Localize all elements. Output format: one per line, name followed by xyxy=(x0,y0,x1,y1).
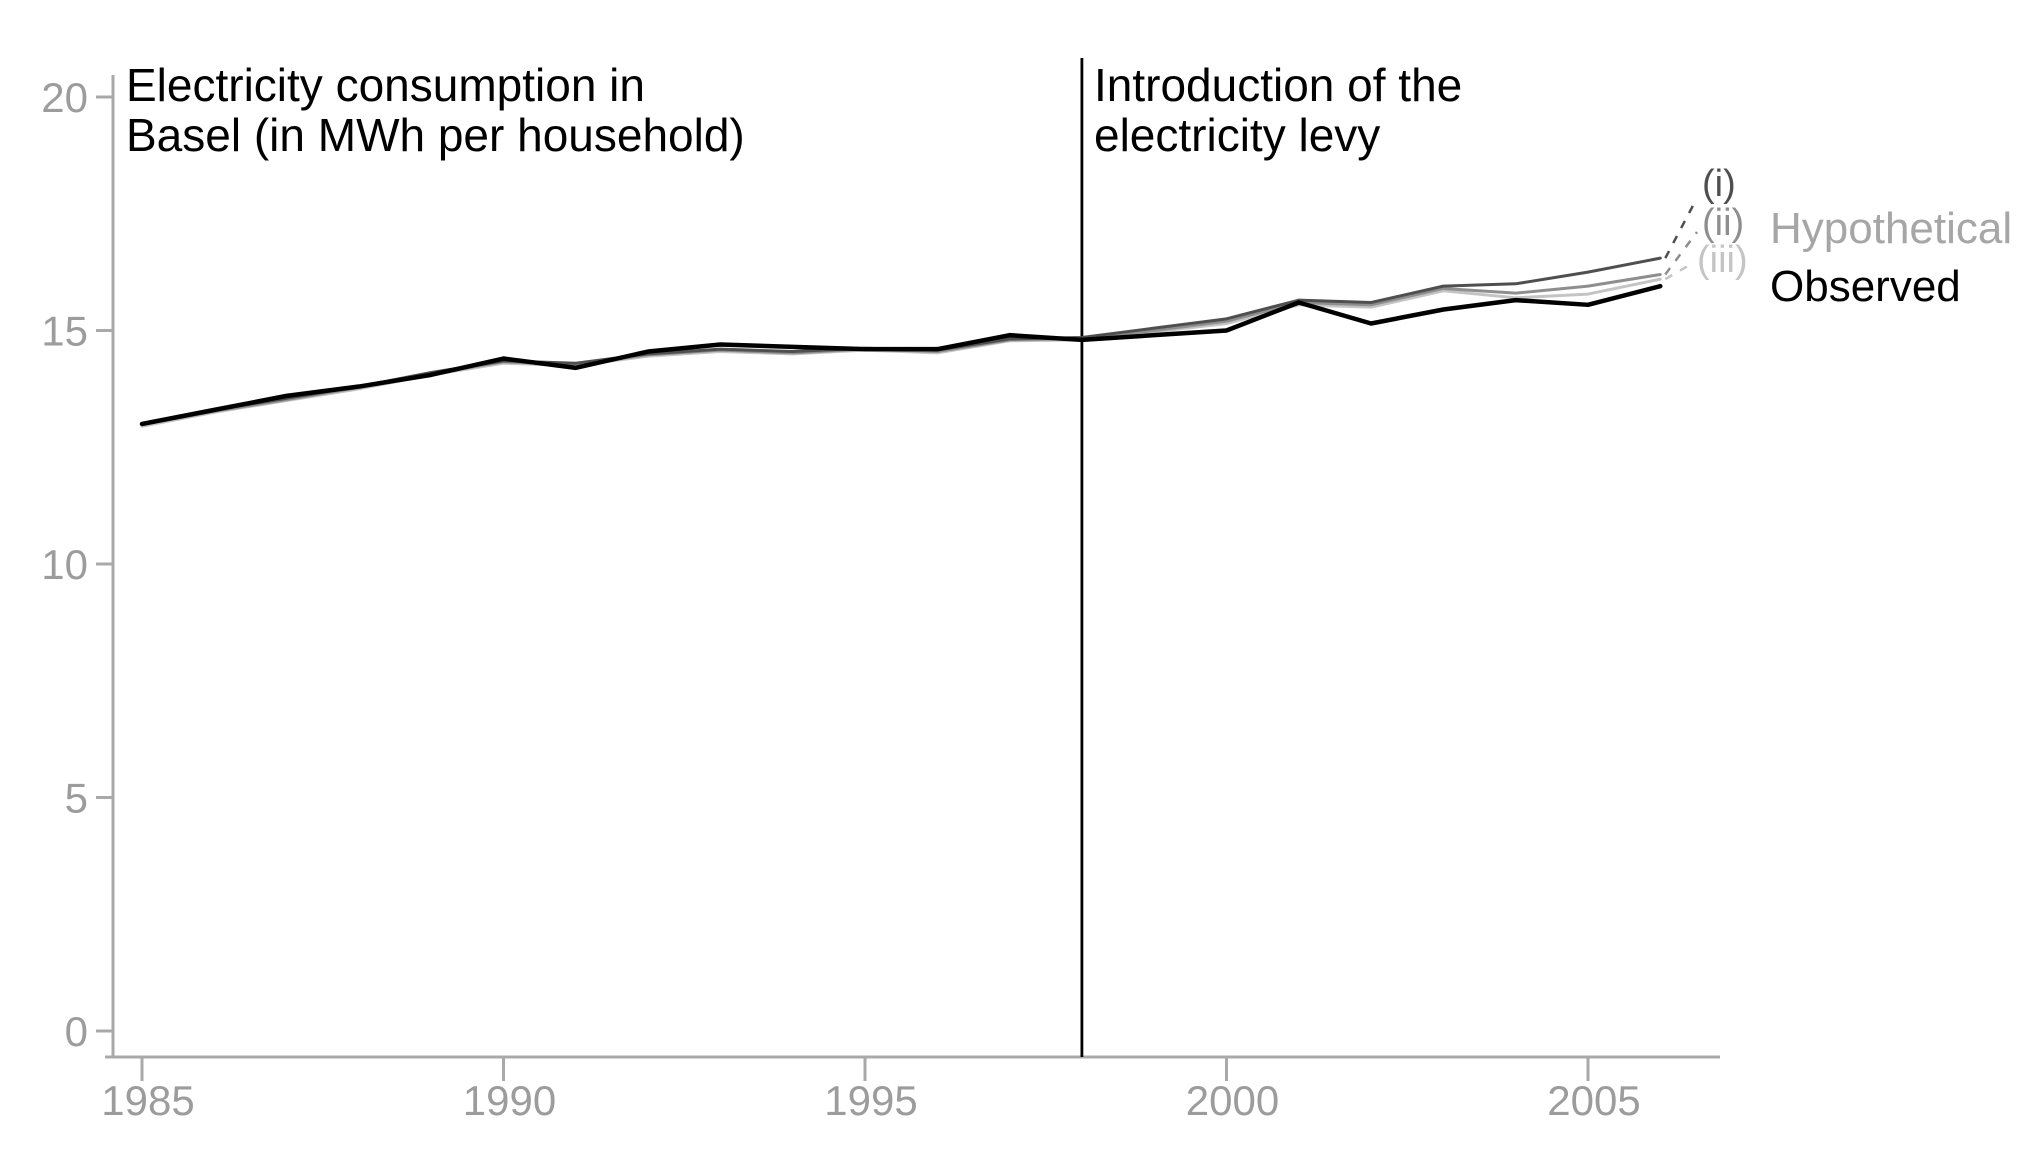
legend-connector-i xyxy=(1664,197,1699,259)
series-line-i xyxy=(140,256,1662,426)
levy-annotation: Introduction of the electricity levy xyxy=(1094,60,1462,160)
x-tick-label: 2000 xyxy=(1186,1077,1279,1124)
series-line-Observed xyxy=(139,283,1663,427)
legend-connector-iii xyxy=(1664,261,1694,281)
legend-connector-ii xyxy=(1664,231,1699,276)
chart-title-line1: Electricity consumption in xyxy=(126,59,645,111)
chart-title-line2: Basel (in MWh per household) xyxy=(126,109,745,161)
levy-annotation-line2: electricity levy xyxy=(1094,109,1381,161)
series-line-iii xyxy=(140,277,1662,428)
levy-annotation-line1: Introduction of the xyxy=(1094,59,1463,111)
x-tick-label: 1985 xyxy=(101,1077,194,1124)
y-tick-label: 15 xyxy=(41,308,88,355)
legend-label-hypothetical-i: (i) xyxy=(1702,163,1736,205)
legend-label-hypothetical: Hypothetical xyxy=(1770,204,2013,253)
x-tick-label: 1995 xyxy=(824,1077,917,1124)
y-tick-label: 5 xyxy=(65,775,88,822)
legend-label-hypothetical-iii: (iii) xyxy=(1697,239,1748,281)
y-tick-label: 10 xyxy=(41,541,88,588)
legend-label-observed: Observed xyxy=(1770,262,1961,311)
x-tick-label: 1990 xyxy=(463,1077,556,1124)
legend-label-hypothetical-ii: (ii) xyxy=(1702,202,1745,244)
y-tick-label: 20 xyxy=(41,74,88,121)
x-tick-label: 2005 xyxy=(1547,1077,1640,1124)
y-tick-label: 0 xyxy=(65,1008,88,1055)
chart-title: Electricity consumption in Basel (in MWh… xyxy=(126,60,745,160)
